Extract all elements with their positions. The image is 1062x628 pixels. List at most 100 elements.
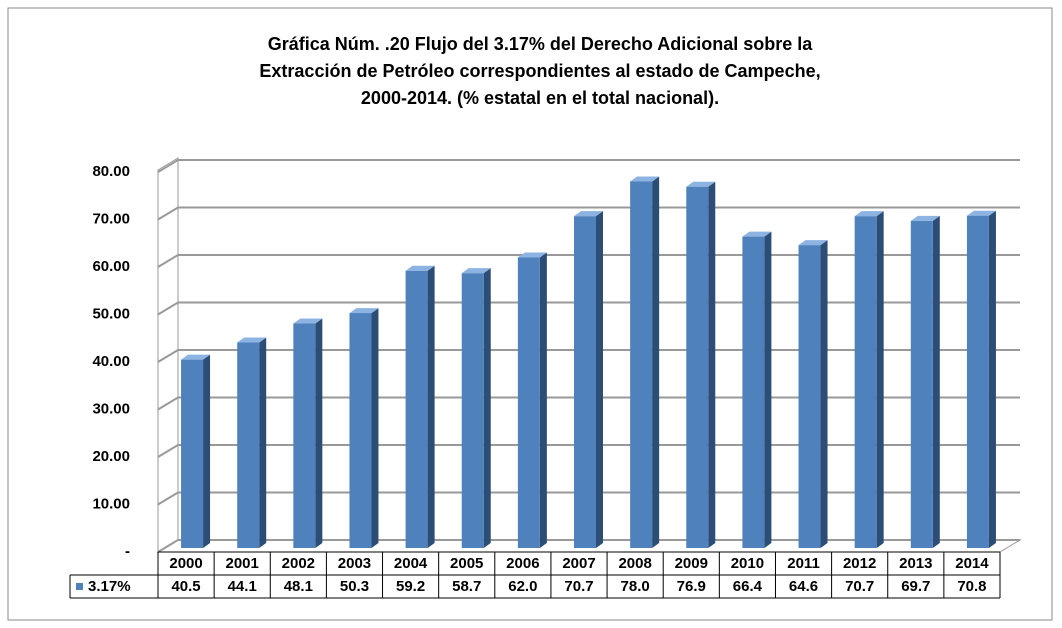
bar-side — [820, 240, 828, 548]
bar-top — [854, 211, 884, 217]
data-label: 40.5 — [171, 578, 200, 595]
data-label: 70.7 — [564, 578, 593, 595]
bar — [517, 252, 547, 548]
y-tick-label: 20.00 — [92, 448, 130, 465]
chart-title: Gráfica Núm. .20 Flujo del 3.17% del Der… — [268, 34, 813, 54]
bar-front — [910, 220, 933, 549]
bar-front — [181, 359, 204, 548]
grid-line — [157, 159, 1020, 173]
x-tick-label: 2001 — [226, 555, 259, 572]
bar-front — [237, 342, 260, 548]
data-label: 66.4 — [733, 578, 763, 595]
bar-top — [405, 265, 435, 271]
bar — [798, 240, 828, 548]
bar-side — [427, 265, 435, 548]
grid-line — [157, 301, 1020, 316]
bar-top — [237, 337, 267, 343]
data-label: 70.8 — [957, 578, 986, 595]
bar-top — [574, 211, 603, 217]
x-tick-label: 2002 — [282, 555, 315, 572]
bar-front — [742, 236, 765, 548]
bar — [966, 210, 996, 548]
bar — [686, 181, 716, 548]
bar-side — [652, 176, 660, 548]
bar-top — [293, 318, 323, 324]
data-label: 58.7 — [452, 578, 481, 595]
x-tick-label: 2003 — [338, 555, 371, 572]
chart-title: Extracción de Petróleo correspondientes … — [259, 61, 820, 81]
bar-side — [596, 211, 603, 549]
bar-front — [349, 313, 372, 548]
bar-top — [630, 176, 660, 182]
bar-side — [988, 210, 996, 548]
x-tick-label: 2012 — [843, 555, 876, 572]
bar-top — [181, 354, 211, 360]
bar — [742, 231, 772, 548]
grid-line — [157, 254, 1020, 268]
y-tick-label: 60.00 — [92, 258, 130, 275]
x-tick-label: 2009 — [675, 555, 708, 572]
bar — [293, 318, 323, 548]
x-tick-label: 2008 — [618, 555, 651, 572]
y-tick-label: 80.00 — [92, 163, 130, 180]
y-tick-label: 30.00 — [92, 400, 130, 417]
legend-swatch — [76, 583, 83, 590]
bar-front — [686, 186, 709, 548]
y-tick-label: 50.00 — [92, 305, 130, 322]
bar-top — [461, 268, 491, 274]
x-tick-label: 2014 — [955, 555, 989, 572]
bar-top — [517, 252, 547, 258]
grid-line — [157, 491, 1020, 506]
x-tick-label: 2005 — [450, 555, 483, 572]
bar-front — [405, 270, 428, 548]
x-tick-label: 2006 — [506, 555, 539, 572]
bar-side — [259, 337, 267, 548]
bar-top — [686, 181, 716, 187]
data-label: 50.3 — [340, 578, 369, 595]
bar-front — [966, 215, 989, 548]
bar — [910, 215, 940, 549]
bar — [461, 268, 491, 548]
bar-side — [315, 318, 323, 548]
bar-side — [539, 252, 547, 548]
y-tick-label: 70.00 — [92, 210, 130, 227]
bar — [181, 354, 211, 548]
y-tick-label: 40.00 — [92, 353, 130, 370]
bar — [574, 211, 603, 549]
bar — [237, 337, 267, 548]
bar-side — [483, 268, 491, 548]
bar-top — [742, 231, 772, 237]
bar — [630, 176, 660, 548]
x-tick-label: 2010 — [731, 555, 764, 572]
bar — [854, 211, 884, 549]
grid-line — [157, 539, 1020, 553]
bar-top — [798, 240, 828, 246]
bar-front — [630, 181, 653, 548]
data-label: 62.0 — [508, 578, 537, 595]
y-tick-label: - — [125, 543, 130, 560]
x-tick-label: 2007 — [562, 555, 595, 572]
data-label: 69.7 — [901, 578, 930, 595]
chart-title: 2000-2014. (% estatal en el total nacion… — [361, 88, 719, 108]
bar-front — [293, 323, 316, 548]
bar-front — [798, 245, 821, 548]
data-label: 76.9 — [677, 578, 706, 595]
grid-line — [157, 206, 1020, 221]
data-label: 78.0 — [621, 578, 650, 595]
y-tick-label: 10.00 — [92, 495, 130, 512]
bar-top — [349, 308, 379, 314]
bar-top — [910, 215, 940, 221]
x-tick-label: 2013 — [899, 555, 932, 572]
legend-label: 3.17% — [88, 578, 131, 595]
bar-front — [461, 273, 484, 548]
bar — [405, 265, 435, 548]
bar-side — [876, 211, 884, 549]
data-label: 64.6 — [789, 578, 818, 595]
x-tick-label: 2004 — [394, 555, 428, 572]
grid-line — [157, 349, 1020, 363]
data-label: 70.7 — [845, 578, 874, 595]
bar-side — [203, 354, 211, 548]
grid-line — [157, 444, 1020, 458]
x-tick-label: 2000 — [169, 555, 202, 572]
